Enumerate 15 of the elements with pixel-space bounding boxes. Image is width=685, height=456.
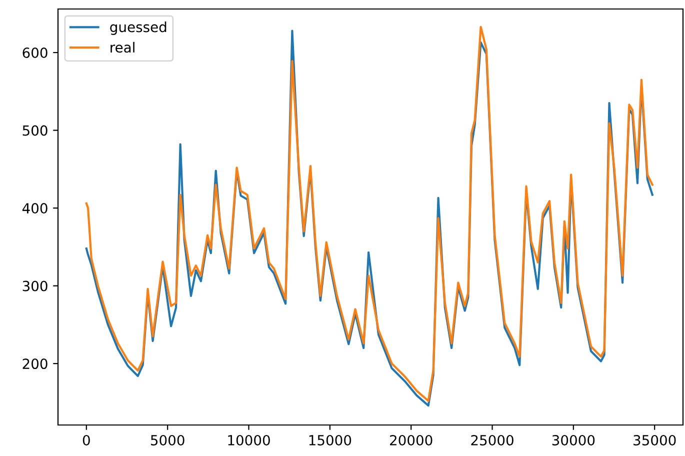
x-tick-label: 25000 — [471, 434, 514, 446]
x-tick-label: 10000 — [228, 434, 270, 446]
y-tick-label: 300 — [22, 280, 48, 292]
x-tick-label: 15000 — [309, 434, 352, 446]
x-tick-label: 35000 — [634, 434, 676, 446]
legend-label: real — [110, 42, 134, 53]
x-tick-label: 30000 — [552, 434, 595, 446]
y-tick-label: 400 — [22, 203, 48, 214]
x-tick-label: 20000 — [390, 434, 432, 446]
x-tick-label: 5000 — [150, 434, 184, 446]
y-tick-label: 600 — [22, 48, 48, 58]
y-tick-label: 500 — [22, 125, 48, 136]
x-tick-label: 0 — [82, 434, 90, 446]
y-tick-label: 200 — [22, 358, 48, 370]
legend-label: guessed — [110, 22, 166, 35]
